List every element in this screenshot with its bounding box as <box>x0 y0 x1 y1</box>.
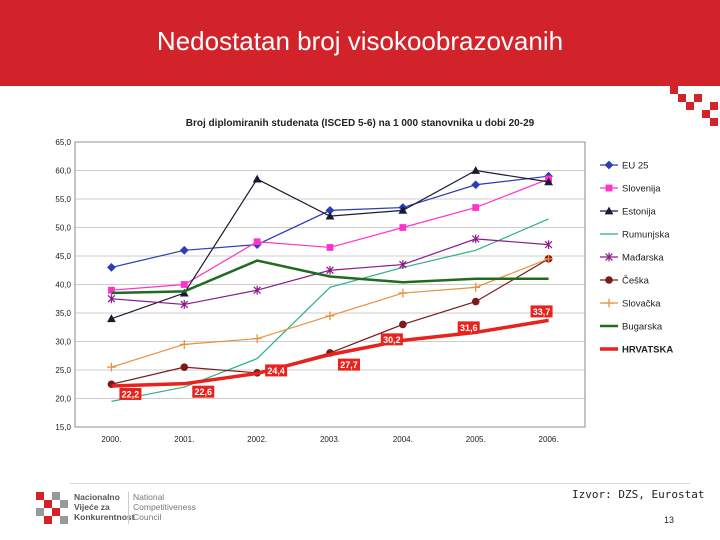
data-point-eu-25 <box>471 180 481 190</box>
title-banner: Nedostatan broj visokoobrazovanih <box>0 0 720 86</box>
y-tick-label: 45,0 <box>55 252 71 261</box>
data-point-estonija <box>252 174 262 183</box>
data-point-slova-ka <box>325 311 335 321</box>
legend-marker <box>604 160 614 170</box>
council-logo-icon <box>36 492 68 524</box>
series-slova-ka <box>107 254 553 372</box>
data-point-slovenija <box>180 281 188 288</box>
y-tick-label: 65,0 <box>55 138 71 147</box>
data-label-box <box>119 387 142 400</box>
series-rumunjska <box>111 218 549 402</box>
data-point-slovenija <box>399 224 407 231</box>
data-point-slova-ka <box>398 288 408 298</box>
slide-title: Nedostatan broj visokoobrazovanih <box>156 26 564 56</box>
line-chart: 65,0 60,0 55,0 50,0 45,0 40,0 35,0 30,0 25,0 20,0… <box>55 138 673 444</box>
data-point-slova-ka <box>544 254 553 264</box>
legend-label: Bugarska <box>622 322 663 333</box>
series-bugarska <box>111 259 549 295</box>
legend-label: Češka <box>622 276 650 287</box>
y-tick-label: 25,0 <box>55 366 71 375</box>
data-point-ma-arska <box>253 285 261 295</box>
y-tick-label: 40,0 <box>55 281 71 290</box>
data-point-estonija <box>325 211 335 220</box>
data-label: 22,6 <box>195 387 213 397</box>
data-label-box <box>338 358 360 371</box>
data-label-box <box>265 364 288 377</box>
data-label-box <box>530 305 553 318</box>
series-line-bugarska <box>111 259 549 295</box>
legend-marker <box>605 276 613 284</box>
data-point-slova-ka <box>179 339 189 349</box>
x-tick-label: 2005. <box>466 435 486 444</box>
logo-text-en: National Competitiveness Council <box>133 492 196 522</box>
logo-separator <box>128 492 129 524</box>
x-tick-label: 2004. <box>393 435 413 444</box>
legend-marker <box>605 184 613 192</box>
data-point-eu-25 <box>107 263 116 272</box>
data-label-box <box>457 321 480 334</box>
x-tick-label: 2001. <box>174 435 194 444</box>
legend-label: Slovenija <box>622 184 661 195</box>
page-number: 13 <box>664 515 675 525</box>
data-point-slovenija <box>253 238 261 246</box>
series-line-rumunjska <box>111 218 549 402</box>
legend-marker <box>604 206 614 215</box>
x-tick-label: 2000. <box>101 435 121 444</box>
data-label: 30,2 <box>383 335 401 345</box>
data-point-slova-ka <box>107 362 116 372</box>
legend-marker <box>605 252 613 262</box>
data-point-slova-ka <box>471 282 481 292</box>
data-label-box <box>380 333 403 346</box>
x-tick-label: 2002. <box>247 435 267 444</box>
legend-label: Estonija <box>622 207 657 218</box>
data-label: 24,4 <box>267 366 285 376</box>
data-point-ma-arska <box>544 240 553 249</box>
data-point-estonija <box>471 166 481 174</box>
x-tick-label: 2006. <box>539 435 559 444</box>
data-point-slova-ka <box>252 334 262 344</box>
legend-label: Mađarska <box>622 253 664 264</box>
legend-marker <box>604 298 614 308</box>
data-point-slovenija <box>326 244 334 251</box>
logo-text-hr: Nacionalno Vijeće za Konkurentnost <box>74 492 135 522</box>
y-tick-label: 55,0 <box>55 195 71 204</box>
data-label: 27,7 <box>340 360 358 370</box>
legend-label: Slovačka <box>622 299 661 310</box>
data-label: 31,6 <box>460 323 478 333</box>
data-point-slovenija <box>108 286 115 294</box>
y-tick-label: 35,0 <box>55 309 71 318</box>
data-point-ma-arska <box>107 294 116 304</box>
data-point--e-ka <box>471 297 480 306</box>
data-label: 33,7 <box>533 307 551 317</box>
chart-title: Broj diplomiranih studenata (ISCED 5-6) … <box>185 118 535 129</box>
y-tick-label: 30,0 <box>55 338 71 347</box>
data-label-box <box>192 385 215 398</box>
legend-label: Rumunjska <box>622 230 670 241</box>
series-ma-arska <box>107 234 553 309</box>
data-point-ma-arska <box>326 265 334 275</box>
data-label: 22,2 <box>122 389 140 399</box>
data-point-eu-25 <box>179 245 189 255</box>
data-point-estonija <box>398 206 408 214</box>
y-tick-label: 60,0 <box>55 167 71 176</box>
legend-label: HRVATSKA <box>622 345 673 356</box>
data-point-estonija <box>544 177 553 186</box>
x-tick-label: 2003. <box>320 435 340 444</box>
data-point-estonija <box>107 314 116 323</box>
data-point--e-ka <box>180 363 189 371</box>
data-point-ma-arska <box>471 234 480 244</box>
footer-divider <box>70 483 690 484</box>
pixel-decoration-icon <box>670 86 718 126</box>
y-tick-label: 20,0 <box>55 395 71 404</box>
legend-label: EU 25 <box>622 161 648 172</box>
data-point-eu-25 <box>325 206 335 215</box>
y-tick-label: 15,0 <box>55 423 71 432</box>
data-point--e-ka <box>399 320 407 329</box>
source-note: Izvor: DZS, Eurostat <box>572 488 705 501</box>
y-tick-label: 50,0 <box>55 224 71 233</box>
data-point-slovenija <box>472 204 480 211</box>
data-point-ma-arska <box>399 260 407 269</box>
data-point-ma-arska <box>180 300 189 309</box>
